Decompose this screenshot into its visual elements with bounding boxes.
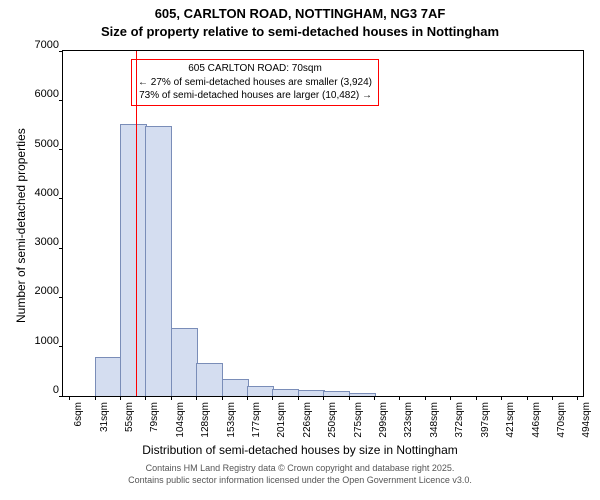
x-tick-label: 128sqm [200, 402, 211, 438]
histogram-bar [171, 328, 198, 396]
x-tick [374, 396, 375, 400]
y-tick-label: 5000 [35, 138, 59, 150]
y-tick-label: 1000 [35, 335, 59, 347]
histogram-bar [323, 391, 350, 396]
x-tick [323, 396, 324, 400]
x-tick [577, 396, 578, 400]
annotation-title: 605 CARLTON ROAD: 70sqm [138, 62, 372, 76]
histogram-bar [196, 363, 223, 396]
x-tick-label: 153sqm [226, 402, 237, 438]
x-tick [171, 396, 172, 400]
x-tick [69, 396, 70, 400]
x-tick-label: 250sqm [327, 402, 338, 438]
y-tick-label: 2000 [35, 285, 59, 297]
y-tick [59, 198, 63, 199]
histogram-bar [247, 386, 274, 396]
x-tick-label: 55sqm [124, 402, 135, 432]
title-line-2: Size of property relative to semi-detach… [0, 24, 600, 39]
x-tick-label: 104sqm [175, 402, 186, 438]
x-tick [476, 396, 477, 400]
x-tick-label: 31sqm [99, 402, 110, 432]
chart-container: 605, CARLTON ROAD, NOTTINGHAM, NG3 7AF S… [0, 0, 600, 500]
annotation-larger: 73% of semi-detached houses are larger (… [138, 89, 372, 103]
histogram-bar [349, 393, 376, 396]
x-tick-label: 79sqm [149, 402, 160, 432]
x-tick [527, 396, 528, 400]
x-tick-label: 470sqm [556, 402, 567, 438]
x-axis-label: Distribution of semi-detached houses by … [0, 443, 600, 457]
attribution-line-2: Contains public sector information licen… [0, 475, 600, 487]
y-tick [59, 149, 63, 150]
marker-line [136, 51, 137, 396]
x-tick [222, 396, 223, 400]
x-tick-label: 372sqm [454, 402, 465, 438]
x-tick-label: 421sqm [505, 402, 516, 438]
x-tick [95, 396, 96, 400]
x-tick-label: 226sqm [302, 402, 313, 438]
x-tick-label: 323sqm [403, 402, 414, 438]
histogram-bar [95, 357, 122, 396]
histogram-bar [298, 390, 325, 396]
y-axis-label: Number of semi-detached properties [14, 128, 28, 323]
x-tick-label: 201sqm [276, 402, 287, 438]
x-tick-label: 275sqm [353, 402, 364, 438]
y-tick-label: 0 [53, 384, 59, 396]
x-tick-label: 299sqm [378, 402, 389, 438]
x-tick [399, 396, 400, 400]
annotation-box: 605 CARLTON ROAD: 70sqm ← 27% of semi-de… [131, 59, 379, 106]
plot-area: 605 CARLTON ROAD: 70sqm ← 27% of semi-de… [62, 50, 584, 397]
x-tick [552, 396, 553, 400]
attribution: Contains HM Land Registry data © Crown c… [0, 463, 600, 486]
y-tick-label: 6000 [35, 88, 59, 100]
y-tick [59, 100, 63, 101]
y-tick-label: 4000 [35, 187, 59, 199]
histogram-bar [145, 126, 172, 396]
x-tick [145, 396, 146, 400]
y-tick [59, 297, 63, 298]
x-tick-label: 397sqm [480, 402, 491, 438]
y-tick [59, 396, 63, 397]
x-tick [196, 396, 197, 400]
x-tick [298, 396, 299, 400]
title-line-1: 605, CARLTON ROAD, NOTTINGHAM, NG3 7AF [0, 6, 600, 21]
y-tick-label: 7000 [35, 39, 59, 51]
y-tick [59, 248, 63, 249]
histogram-bar [272, 389, 299, 396]
x-tick [349, 396, 350, 400]
x-tick-label: 446sqm [531, 402, 542, 438]
x-tick [272, 396, 273, 400]
y-tick-label: 3000 [35, 236, 59, 248]
x-tick [450, 396, 451, 400]
y-tick [59, 346, 63, 347]
histogram-bar [120, 124, 147, 396]
x-tick [120, 396, 121, 400]
y-tick [59, 51, 63, 52]
histogram-bar [222, 379, 249, 396]
x-tick [247, 396, 248, 400]
x-tick [425, 396, 426, 400]
x-tick-label: 6sqm [73, 402, 84, 426]
annotation-smaller: ← 27% of semi-detached houses are smalle… [138, 76, 372, 90]
x-tick-label: 177sqm [251, 402, 262, 438]
attribution-line-1: Contains HM Land Registry data © Crown c… [0, 463, 600, 475]
x-tick-label: 494sqm [581, 402, 592, 438]
x-tick [501, 396, 502, 400]
x-tick-label: 348sqm [429, 402, 440, 438]
